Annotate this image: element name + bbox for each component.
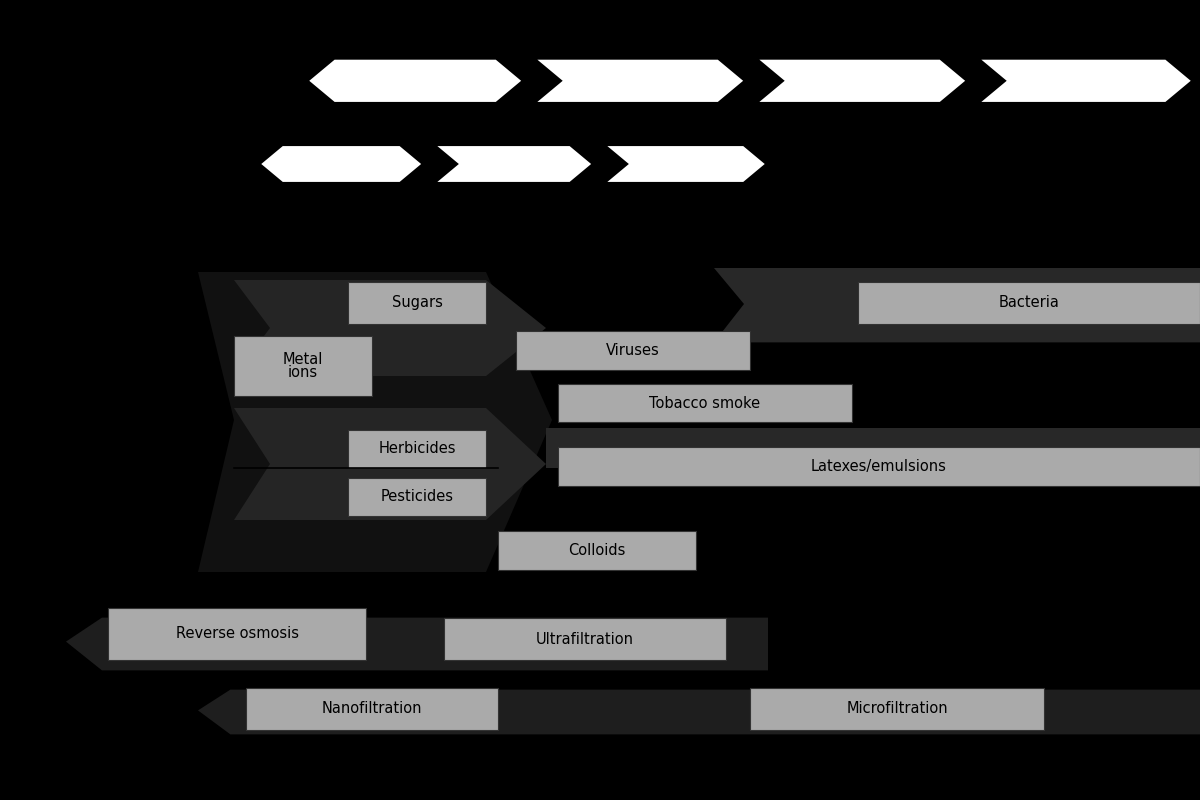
Text: 100.000: 100.000 [678, 186, 740, 202]
Text: Nanofiltration: Nanofiltration [322, 702, 422, 716]
Polygon shape [234, 408, 546, 520]
Text: Metal
ions: Metal ions [283, 352, 323, 380]
Text: 1.000: 1.000 [366, 186, 409, 202]
Text: 10: 10 [618, 106, 641, 124]
Polygon shape [66, 618, 768, 670]
Polygon shape [601, 144, 768, 184]
FancyBboxPatch shape [246, 688, 498, 730]
FancyBboxPatch shape [558, 447, 1200, 486]
Text: 100: 100 [870, 106, 904, 124]
Text: Tobacco smoke: Tobacco smoke [649, 396, 761, 410]
Text: Pesticides: Pesticides [380, 490, 454, 504]
Text: Reverse osmosis: Reverse osmosis [175, 626, 299, 642]
Text: Sugars: Sugars [391, 295, 443, 310]
FancyBboxPatch shape [348, 478, 486, 516]
Polygon shape [546, 428, 1200, 468]
Text: Herbicides: Herbicides [378, 442, 456, 456]
FancyBboxPatch shape [498, 531, 696, 570]
FancyBboxPatch shape [858, 282, 1200, 324]
FancyBboxPatch shape [516, 331, 750, 370]
FancyBboxPatch shape [444, 618, 726, 660]
Polygon shape [714, 268, 1200, 342]
Text: 200: 200 [294, 186, 323, 202]
FancyBboxPatch shape [234, 336, 372, 396]
Text: 10.000: 10.000 [474, 186, 527, 202]
Polygon shape [198, 272, 552, 572]
Polygon shape [432, 144, 594, 184]
Text: 1: 1 [342, 106, 353, 124]
Text: Colloids: Colloids [569, 543, 625, 558]
Text: Bacteria: Bacteria [998, 295, 1060, 310]
Text: 100: 100 [1122, 106, 1156, 124]
Text: Ultrafiltration: Ultrafiltration [536, 632, 634, 646]
Text: Viruses: Viruses [606, 343, 660, 358]
Text: 20.000: 20.000 [546, 186, 599, 202]
FancyBboxPatch shape [348, 282, 486, 324]
Polygon shape [976, 58, 1194, 104]
FancyBboxPatch shape [108, 608, 366, 660]
Polygon shape [306, 58, 524, 104]
Text: Microfiltration: Microfiltration [846, 702, 948, 716]
Polygon shape [754, 58, 968, 104]
Polygon shape [234, 280, 546, 376]
Polygon shape [258, 144, 425, 184]
FancyBboxPatch shape [750, 688, 1044, 730]
FancyBboxPatch shape [348, 430, 486, 468]
Polygon shape [532, 58, 746, 104]
Text: Latexes/emulsions: Latexes/emulsions [811, 459, 947, 474]
Polygon shape [198, 690, 1200, 734]
FancyBboxPatch shape [558, 384, 852, 422]
